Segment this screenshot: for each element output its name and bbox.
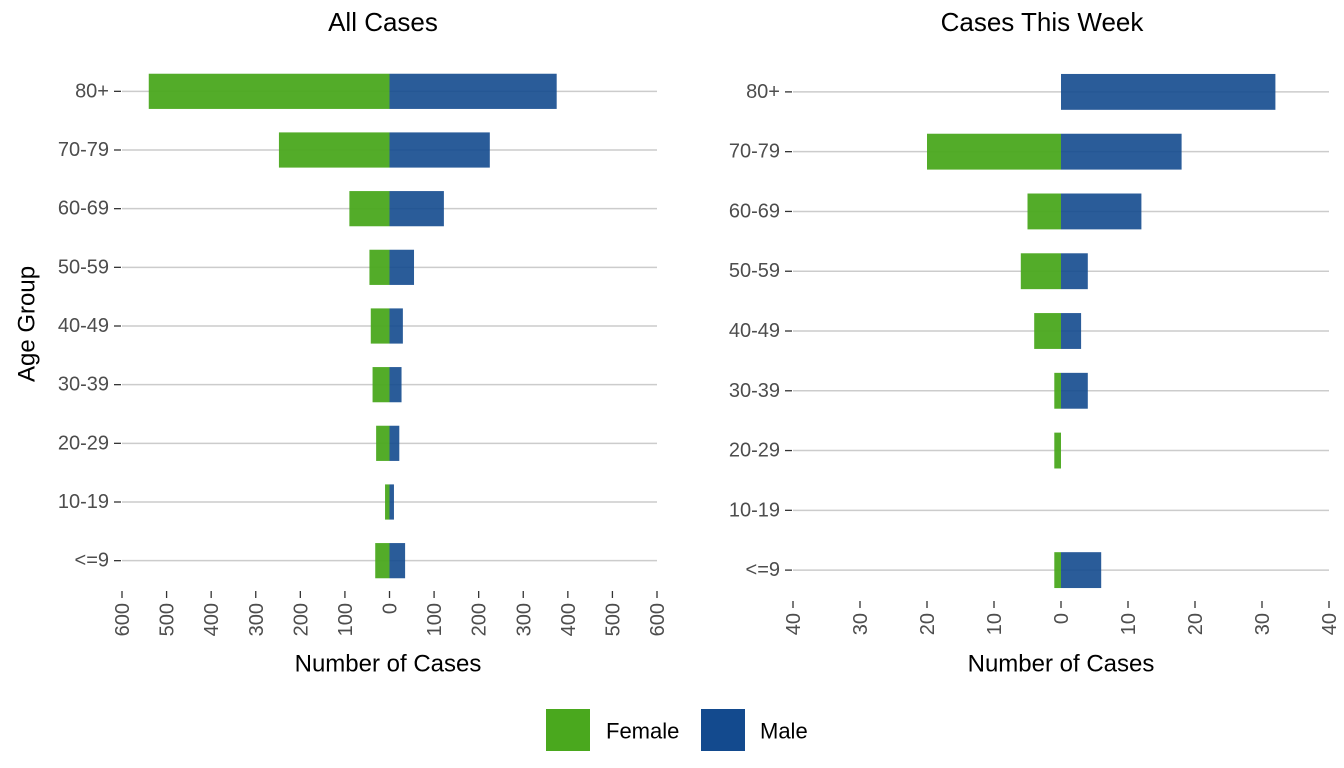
x-tick-label: 30 <box>850 613 872 635</box>
bar-female <box>1027 193 1061 230</box>
x-tick-label: 30 <box>1252 613 1274 635</box>
y-tick-label: <=9 <box>746 559 780 581</box>
y-tick-label: 20-29 <box>58 432 109 454</box>
x-tick-label: 200 <box>290 603 312 636</box>
bar-male <box>1061 133 1182 170</box>
x-tick-label: 400 <box>558 603 580 636</box>
legend-label-male: Male <box>760 719 808 744</box>
bar-male <box>1061 372 1088 409</box>
x-tick-label: 600 <box>112 603 134 636</box>
x-tick-label: 10 <box>1118 613 1140 635</box>
x-tick-label: 0 <box>380 603 402 614</box>
x-tick-label: 40 <box>783 613 805 635</box>
chart-panel-2: Cases This Week 80+ 70-79 60-69 50-59 40-49 30… <box>729 7 1341 678</box>
x-tick-label: 0 <box>1051 613 1073 624</box>
x-tick-label: 20 <box>917 613 939 635</box>
x-axis-title: Number of Cases <box>295 651 482 678</box>
bar-male <box>1061 253 1088 290</box>
y-tick-label: 50-59 <box>58 256 109 278</box>
x-tick-label: 10 <box>984 613 1006 635</box>
bar-female <box>1034 313 1061 349</box>
bar-female <box>1054 432 1061 469</box>
y-axis-title: Age Group <box>14 266 41 382</box>
y-tick-label: 30-39 <box>729 380 780 402</box>
bar-male <box>389 191 444 227</box>
x-tick-label: 300 <box>513 603 535 636</box>
bar-male <box>1061 552 1102 589</box>
y-tick-label: <=9 <box>75 550 109 572</box>
bar-female <box>148 73 390 109</box>
bar-female <box>1054 372 1061 409</box>
bar-male <box>389 543 406 579</box>
x-axis-title: Number of Cases <box>968 651 1155 678</box>
legend-label-female: Female <box>606 719 679 744</box>
y-tick-label: 30-39 <box>58 374 109 396</box>
x-tick-label: 500 <box>602 603 624 636</box>
y-tick-label: 40-49 <box>58 315 109 337</box>
x-tick-label: 300 <box>246 603 268 636</box>
x-tick-label: 200 <box>469 603 491 636</box>
chart-title: All Cases <box>328 7 438 37</box>
x-tick-label: 20 <box>1185 613 1207 635</box>
bar-male <box>389 367 402 403</box>
bar-female <box>349 191 390 227</box>
x-tick-label: 600 <box>647 603 669 636</box>
y-tick-label: 50-59 <box>729 260 780 282</box>
x-tick-label: 100 <box>424 603 446 636</box>
bar-male <box>389 73 557 109</box>
bar-male <box>389 425 400 461</box>
bar-female <box>370 308 390 344</box>
chart-panel-1: All Cases 80+ 70-79 60-69 50-59 40-49 30-39 20-… <box>14 7 670 678</box>
x-tick-label: 40 <box>1319 613 1341 635</box>
bar-male <box>389 308 403 344</box>
legend-swatch-female <box>546 709 590 751</box>
bar-male <box>1061 73 1276 110</box>
legend-swatch-male <box>701 709 745 751</box>
bar-female <box>1054 552 1061 589</box>
y-tick-label: 80+ <box>75 80 109 102</box>
y-tick-label: 60-69 <box>729 200 780 222</box>
bar-female <box>376 425 390 461</box>
bar-male <box>1061 193 1142 230</box>
y-tick-label: 60-69 <box>58 198 109 220</box>
bar-female <box>278 132 390 168</box>
bar-male <box>389 249 415 285</box>
bar-female <box>385 484 390 520</box>
chart-title: Cases This Week <box>941 7 1145 37</box>
legend: Female Male <box>546 709 808 751</box>
x-tick-label: 400 <box>201 603 223 636</box>
y-tick-label: 70-79 <box>729 141 780 163</box>
bar-female <box>927 133 1061 170</box>
y-tick-label: 40-49 <box>729 320 780 342</box>
bar-female <box>1020 253 1061 290</box>
bar-female <box>372 367 390 403</box>
y-tick-label: 10-19 <box>58 491 109 513</box>
y-tick-label: 80+ <box>746 81 780 103</box>
y-tick-label: 20-29 <box>729 440 780 462</box>
y-tick-label: 10-19 <box>729 499 780 521</box>
y-tick-label: 70-79 <box>58 139 109 161</box>
bar-male <box>389 132 490 168</box>
bar-male <box>389 484 394 520</box>
x-tick-label: 500 <box>157 603 179 636</box>
x-tick-label: 100 <box>335 603 357 636</box>
bar-female <box>375 543 390 579</box>
bar-female <box>369 249 390 285</box>
bar-male <box>1061 313 1082 349</box>
